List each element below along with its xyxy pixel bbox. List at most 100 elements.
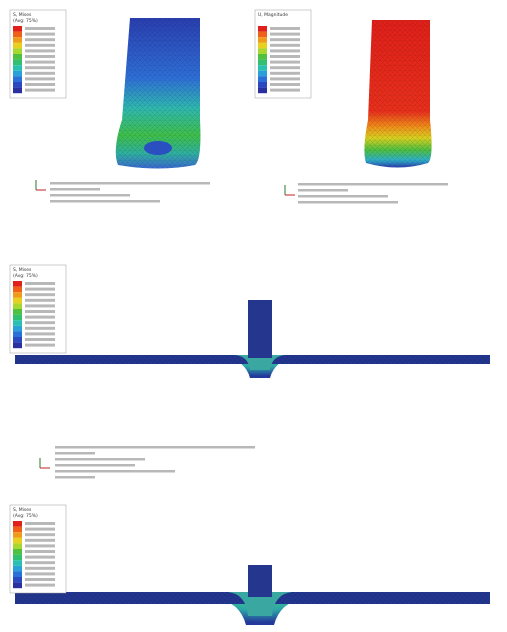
legend-value-placeholder <box>25 44 55 47</box>
legend-value-placeholder <box>270 66 300 69</box>
legend-value-placeholder <box>270 49 300 52</box>
legend-band <box>13 54 22 60</box>
legend-value-placeholder <box>25 561 55 564</box>
legend-band <box>13 287 22 293</box>
legend-band <box>13 337 22 343</box>
legend-band <box>258 76 267 82</box>
legend-value-placeholder <box>25 556 55 559</box>
legend-subtitle: (Avg: 75%) <box>13 513 38 519</box>
legend-band <box>258 26 267 32</box>
info-text-placeholder <box>298 183 448 186</box>
legend-band <box>258 82 267 88</box>
legend-subtitle: (Avg: 75%) <box>13 18 38 24</box>
legend-band <box>13 26 22 32</box>
info-text-placeholder <box>50 194 130 197</box>
legend: S, Mises(Avg: 75%) <box>10 505 66 593</box>
legend-band <box>13 326 22 332</box>
legend-band <box>258 48 267 54</box>
legend-value-placeholder <box>25 332 55 335</box>
legend-band <box>13 543 22 549</box>
legend-band <box>258 32 267 38</box>
legend-band <box>13 48 22 54</box>
legend: S, Mises(Avg: 75%) <box>10 265 66 353</box>
legend-value-placeholder <box>25 38 55 41</box>
legend-band <box>13 65 22 71</box>
legend-value-placeholder <box>270 33 300 36</box>
legend-value-placeholder <box>25 550 55 553</box>
legend-value-placeholder <box>270 83 300 86</box>
legend-title: S, Mises <box>13 507 32 513</box>
legend-band <box>13 292 22 298</box>
legend-value-placeholder <box>25 327 55 330</box>
legend-band <box>258 71 267 77</box>
legend-value-placeholder <box>25 584 55 587</box>
legend-value-placeholder <box>25 83 55 86</box>
legend-band <box>13 88 22 94</box>
legend-band <box>13 527 22 533</box>
legend-value-placeholder <box>25 72 55 75</box>
legend-value-placeholder <box>25 55 55 58</box>
legend-value-placeholder <box>25 27 55 30</box>
legend-value-placeholder <box>25 66 55 69</box>
legend-band <box>13 566 22 572</box>
legend-value-placeholder <box>25 89 55 92</box>
legend-value-placeholder <box>25 522 55 525</box>
legend-value-placeholder <box>25 77 55 80</box>
legend-value-placeholder <box>25 310 55 313</box>
legend-value-placeholder <box>270 89 300 92</box>
mesh <box>364 20 431 168</box>
panel-plate-1 <box>15 300 490 378</box>
panel-stress <box>116 18 201 169</box>
legend-band <box>13 32 22 38</box>
indenter <box>248 300 272 358</box>
legend-value-placeholder <box>25 578 55 581</box>
legend-value-placeholder <box>25 344 55 347</box>
legend-value-placeholder <box>270 38 300 41</box>
legend-title: S, Mises <box>13 267 32 273</box>
legend-band <box>13 521 22 527</box>
legend-title: U, Magnitude <box>258 12 288 18</box>
legend-band <box>13 583 22 589</box>
legend-band <box>13 303 22 309</box>
legend-value-placeholder <box>25 533 55 536</box>
legend-value-placeholder <box>25 539 55 542</box>
legend-band <box>258 54 267 60</box>
legend-value-placeholder <box>25 282 55 285</box>
legend-band <box>13 560 22 566</box>
legend-value-placeholder <box>270 44 300 47</box>
legend-value-placeholder <box>25 528 55 531</box>
legend-value-placeholder <box>25 304 55 307</box>
legend-value-placeholder <box>25 572 55 575</box>
legend-band <box>13 71 22 77</box>
stress-zone <box>144 141 172 155</box>
info-text-placeholder <box>50 200 160 203</box>
info-text-placeholder <box>55 458 145 461</box>
legend-band <box>13 343 22 349</box>
legend: U, Magnitude <box>255 10 311 98</box>
legend-value-placeholder <box>25 288 55 291</box>
info-text-placeholder <box>55 452 95 455</box>
legend-band <box>13 43 22 49</box>
legend-band <box>13 281 22 287</box>
legend-value-placeholder <box>25 544 55 547</box>
legend-band <box>13 577 22 583</box>
legend-subtitle: (Avg: 75%) <box>13 273 38 279</box>
legend-value-placeholder <box>270 55 300 58</box>
legend-value-placeholder <box>25 316 55 319</box>
legend-value-placeholder <box>25 338 55 341</box>
legend-band <box>258 43 267 49</box>
legend-value-placeholder <box>25 299 55 302</box>
legend-value-placeholder <box>270 72 300 75</box>
legend-band <box>13 315 22 321</box>
panel-displacement <box>364 20 431 168</box>
legend-value-placeholder <box>270 61 300 64</box>
legend-band <box>258 37 267 43</box>
info-text-placeholder <box>50 188 100 191</box>
legend-band <box>13 549 22 555</box>
legend-band <box>13 532 22 538</box>
info-text-placeholder <box>55 446 255 449</box>
legend-value-placeholder <box>25 321 55 324</box>
legend-band <box>13 60 22 66</box>
legend-band <box>13 331 22 337</box>
legend-band <box>258 60 267 66</box>
